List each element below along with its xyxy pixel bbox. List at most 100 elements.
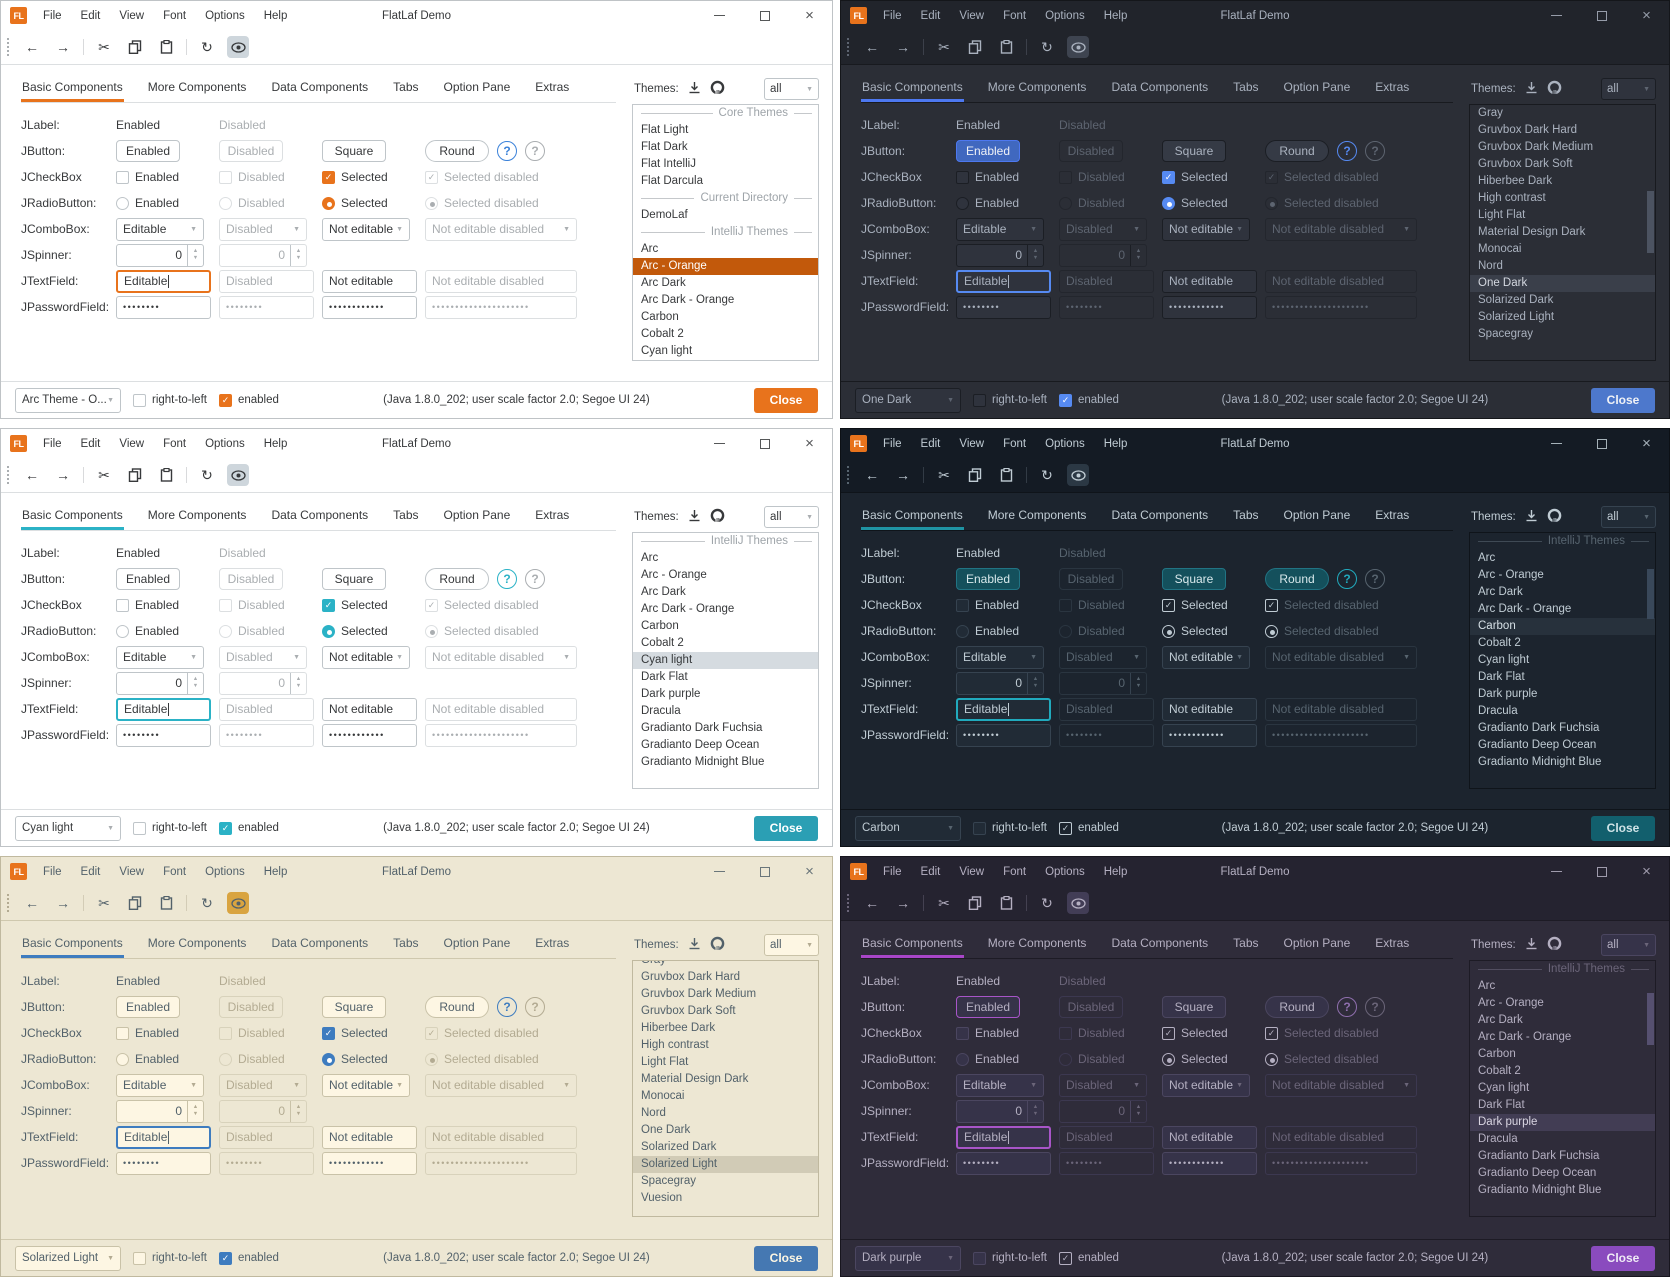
tab-more-components[interactable]: More Components xyxy=(147,507,247,522)
cut-icon[interactable]: ✂ xyxy=(938,38,950,55)
cut-icon[interactable]: ✂ xyxy=(98,466,110,483)
close-dialog-button[interactable]: Close xyxy=(754,1245,818,1271)
copy-icon[interactable] xyxy=(964,464,986,486)
tab-tabs[interactable]: Tabs xyxy=(393,79,419,94)
theme-list[interactable]: IntelliJ Themes Arc Arc - Orange Arc Dark Ar… xyxy=(1469,532,1656,789)
maximize-button[interactable] xyxy=(1579,857,1624,886)
theme-list-item[interactable]: Gradianto Deep Ocean xyxy=(1470,1165,1655,1182)
close-dialog-button[interactable]: Close xyxy=(754,815,818,841)
checkbox-enabled[interactable] xyxy=(956,598,969,612)
square-button[interactable]: Square xyxy=(322,996,386,1018)
menu-help[interactable]: Help xyxy=(263,9,288,22)
checkbox-selected[interactable] xyxy=(1162,170,1175,184)
theme-list-item[interactable]: Arc Dark xyxy=(1470,1012,1655,1029)
checkbox-enabled[interactable] xyxy=(116,598,129,612)
theme-filter-combo[interactable]: all ▼ xyxy=(1601,78,1656,100)
paste-icon[interactable] xyxy=(155,464,177,486)
textfield-editable[interactable]: Editable xyxy=(116,1125,211,1149)
menu-edit[interactable]: Edit xyxy=(920,9,941,22)
rtl-option[interactable]: right-to-left xyxy=(133,1251,207,1265)
menu-edit[interactable]: Edit xyxy=(80,865,101,878)
forward-button[interactable]: → xyxy=(56,895,70,911)
paste-icon[interactable] xyxy=(155,36,177,58)
tab-extras[interactable]: Extras xyxy=(535,79,570,94)
theme-list-item[interactable]: Gradianto Midnight Blue xyxy=(633,754,818,771)
password-field-not-editable[interactable]: •••••••••••• xyxy=(1162,723,1257,747)
tab-option-pane[interactable]: Option Pane xyxy=(443,79,511,94)
theme-list-item[interactable]: Gradianto Dark Fuchsia xyxy=(633,720,818,737)
tab-tabs[interactable]: Tabs xyxy=(1233,79,1259,94)
copy-icon[interactable] xyxy=(124,464,146,486)
textfield-not-editable[interactable]: Not editable xyxy=(1162,1125,1257,1149)
theme-list-item[interactable]: DemoLaf xyxy=(633,207,818,224)
theme-list[interactable]: IntelliJ Themes Arc Arc - Orange Arc Dark Ar… xyxy=(632,532,819,789)
toolbar-grip[interactable] xyxy=(847,38,850,56)
theme-list-item[interactable]: Arc - Orange xyxy=(1470,567,1655,584)
theme-list-item[interactable]: Gradianto Deep Ocean xyxy=(633,737,818,754)
tab-more-components[interactable]: More Components xyxy=(987,935,1087,950)
rtl-checkbox[interactable] xyxy=(973,821,986,835)
forward-button[interactable]: → xyxy=(56,467,70,483)
menu-view[interactable]: View xyxy=(959,865,985,878)
rtl-option[interactable]: right-to-left xyxy=(133,821,207,835)
radio-selected[interactable] xyxy=(322,196,335,210)
tab-option-pane[interactable]: Option Pane xyxy=(443,935,511,950)
close-dialog-button[interactable]: Close xyxy=(754,387,818,413)
spinner-arrows[interactable]: ▲ ▼ xyxy=(187,244,203,266)
password-field-not-editable[interactable]: •••••••••••• xyxy=(1162,1151,1257,1175)
github-icon[interactable] xyxy=(710,508,725,526)
copy-icon[interactable] xyxy=(124,36,146,58)
theme-list-scrollbar-thumb[interactable] xyxy=(1647,993,1654,1045)
refresh-icon[interactable]: ↻ xyxy=(1041,894,1053,911)
radio-selected[interactable] xyxy=(1162,1052,1175,1066)
github-icon[interactable] xyxy=(1547,936,1562,954)
tab-tabs[interactable]: Tabs xyxy=(1233,507,1259,522)
enabled-button[interactable]: Enabled xyxy=(956,996,1020,1018)
refresh-icon[interactable]: ↻ xyxy=(1041,38,1053,55)
textfield-editable[interactable]: Editable xyxy=(116,269,211,293)
spinner[interactable]: 0 ▲ ▼ xyxy=(956,671,1044,695)
password-field[interactable]: •••••••• xyxy=(956,723,1051,747)
menu-file[interactable]: File xyxy=(883,437,902,450)
theme-list-item[interactable]: Spacegray xyxy=(633,1173,818,1190)
password-field[interactable]: •••••••• xyxy=(116,295,211,319)
menu-view[interactable]: View xyxy=(959,9,985,22)
password-field-not-editable[interactable]: •••••••••••• xyxy=(1162,295,1257,319)
theme-list-item[interactable]: Dark Flat xyxy=(1470,1097,1655,1114)
combobox-not-editable[interactable]: Not editable ▼ xyxy=(322,1073,410,1097)
theme-list-item[interactable]: Gruvbox Dark Soft xyxy=(1470,156,1655,173)
theme-list-item[interactable]: Solarized Dark xyxy=(1470,292,1655,309)
checkbox-selected[interactable] xyxy=(1162,598,1175,612)
menu-help[interactable]: Help xyxy=(1103,437,1128,450)
enabled-checkbox[interactable] xyxy=(1058,1251,1072,1265)
spinner[interactable]: 0 ▲ ▼ xyxy=(116,1099,204,1123)
enabled-option[interactable]: enabled xyxy=(218,393,279,407)
theme-list[interactable]: Gray Gruvbox Dark Hard Gruvbox Dark Medium… xyxy=(632,960,819,1217)
tab-tabs[interactable]: Tabs xyxy=(393,935,419,950)
refresh-icon[interactable]: ↻ xyxy=(201,38,213,55)
enabled-option[interactable]: enabled xyxy=(1058,393,1119,407)
tab-extras[interactable]: Extras xyxy=(1375,507,1410,522)
combobox-editable[interactable]: Editable ▼ xyxy=(956,217,1044,241)
show-hidden-eye-toggle[interactable] xyxy=(1067,36,1089,58)
theme-filter-combo[interactable]: all ▼ xyxy=(764,934,819,956)
password-field-not-editable[interactable]: •••••••••••• xyxy=(322,295,417,319)
round-button[interactable]: Round xyxy=(1265,996,1329,1018)
theme-list-item[interactable]: Gradianto Midnight Blue xyxy=(1470,754,1655,771)
menu-edit[interactable]: Edit xyxy=(80,437,101,450)
rtl-option[interactable]: right-to-left xyxy=(973,393,1047,407)
radio-selected[interactable] xyxy=(1162,624,1175,638)
menu-help[interactable]: Help xyxy=(1103,9,1128,22)
cut-icon[interactable]: ✂ xyxy=(938,466,950,483)
menu-help[interactable]: Help xyxy=(1103,865,1128,878)
checkbox-selected[interactable] xyxy=(322,1026,335,1040)
enabled-button[interactable]: Enabled xyxy=(956,140,1020,162)
theme-list-item[interactable]: Gradianto Dark Fuchsia xyxy=(1470,1148,1655,1165)
theme-list-item[interactable]: Spacegray xyxy=(1470,326,1655,343)
menu-view[interactable]: View xyxy=(119,437,145,450)
tab-basic-components[interactable]: Basic Components xyxy=(861,75,964,102)
menu-options[interactable]: Options xyxy=(1045,9,1085,22)
download-icon[interactable] xyxy=(1525,509,1538,525)
cut-icon[interactable]: ✂ xyxy=(98,894,110,911)
paste-icon[interactable] xyxy=(995,464,1017,486)
